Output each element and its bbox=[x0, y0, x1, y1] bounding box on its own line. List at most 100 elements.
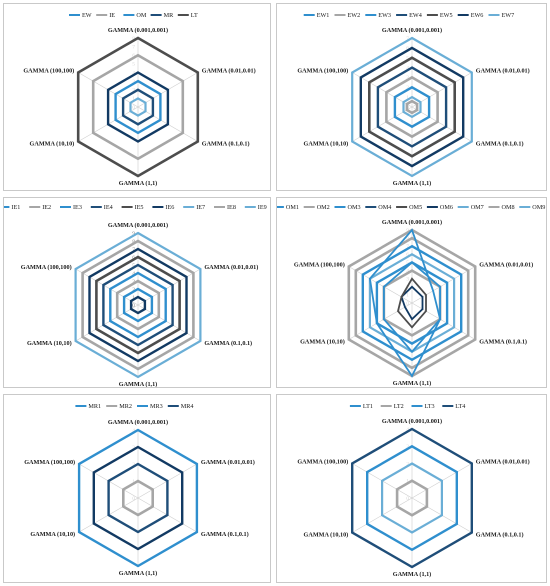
radar-axis-tick-label: 6 bbox=[406, 46, 409, 52]
radar-axis-tick-label: 4 bbox=[406, 65, 409, 71]
radar-category-label: GAMMA (0.001,0.001) bbox=[382, 27, 442, 34]
radar-category-label: GAMMA (0.1,0.1) bbox=[476, 141, 524, 148]
legend-item: EW5 bbox=[426, 12, 453, 19]
legend-item: EW6 bbox=[457, 12, 484, 19]
radar-category-label: GAMMA (0.001,0.001) bbox=[382, 418, 442, 425]
radar-category-label: GAMMA (0.1,0.1) bbox=[202, 141, 250, 148]
radar-category-label: GAMMA (0.01,0.01) bbox=[476, 459, 530, 466]
legend-label: IE9 bbox=[258, 204, 267, 211]
radar-axis-tick-label: 3 bbox=[132, 79, 135, 85]
radar-series-ring bbox=[102, 263, 174, 347]
legend-label: OM5 bbox=[409, 204, 422, 211]
legend-item: OM3 bbox=[334, 204, 361, 211]
radar-axis-tick-label: 5 bbox=[406, 56, 409, 62]
legend-label: OM2 bbox=[317, 204, 330, 211]
radar-axis-tick-label: 1 bbox=[132, 295, 135, 301]
legend-item: IE9 bbox=[244, 204, 267, 211]
radar-category-label: GAMMA (1,1) bbox=[119, 570, 158, 577]
radar-axis-tick-label: 0 bbox=[132, 303, 135, 309]
radar-series-ring bbox=[91, 53, 185, 161]
legend-label: MR1 bbox=[88, 403, 101, 410]
legend-label: OM9 bbox=[532, 204, 545, 211]
legend-label: IE3 bbox=[73, 204, 82, 211]
radar-series-ring bbox=[81, 239, 195, 371]
legend-item: IE1 bbox=[4, 204, 20, 211]
radar-category-label: GAMMA (10,10) bbox=[304, 532, 349, 539]
legend-item: IE2 bbox=[29, 204, 51, 211]
radar-axis-tick-label: 4 bbox=[132, 271, 135, 277]
radar-category-label: GAMMA (0.1,0.1) bbox=[476, 532, 524, 539]
radar-spoke bbox=[75, 304, 139, 342]
radar-series-shape bbox=[397, 277, 427, 329]
radar-series-ring bbox=[368, 56, 456, 158]
radar-category-label: GAMMA (0.01,0.01) bbox=[201, 459, 255, 466]
radar-series-ring bbox=[365, 444, 459, 552]
radar-category-label: GAMMA (0.001,0.001) bbox=[382, 219, 442, 226]
radar-series-ring bbox=[92, 445, 184, 551]
legend-label: EW2 bbox=[348, 12, 361, 19]
radar-series-ring bbox=[380, 462, 443, 534]
radar-axis-tick-label: 7 bbox=[406, 244, 409, 250]
radar-chart-panel-ew-detail: 7 6 5 4 3 2 1 0 GAMMA (0.001,0.001) GAMMA (0.01,0… bbox=[276, 3, 547, 191]
radar-series-ring bbox=[74, 231, 202, 379]
legend-item: EW4 bbox=[396, 12, 422, 19]
legend-label: EW bbox=[82, 12, 92, 19]
legend-label: MR3 bbox=[150, 403, 163, 410]
radar-chart-ew-group: 8 7 6 5 4 3 2 1 0 GAMMA (0.001,0.001) GAMMA (0.01,… bbox=[23, 12, 255, 187]
legend-label: OM6 bbox=[440, 204, 453, 211]
legend-label: EW6 bbox=[471, 12, 484, 19]
radar-spoke bbox=[75, 268, 139, 306]
radar-axis-tick-label: 2 bbox=[132, 88, 135, 94]
legend-item: MR4 bbox=[167, 403, 194, 410]
legend-item: EW2 bbox=[334, 12, 361, 19]
radar-axis-tick-label: 4 bbox=[132, 428, 135, 434]
radar-category-label: GAMMA (10,10) bbox=[304, 141, 349, 148]
radar-series-shape bbox=[368, 228, 442, 378]
radar-category-label: GAMMA (0.01,0.01) bbox=[479, 262, 533, 269]
radar-series-ring bbox=[354, 236, 470, 370]
legend-label: OM bbox=[136, 12, 146, 19]
legend-label: IE5 bbox=[135, 204, 144, 211]
radar-series-ring bbox=[361, 244, 463, 362]
radar-axis-tick-label: 1 bbox=[132, 479, 135, 485]
radar-axis-tick-label: 8 bbox=[132, 36, 135, 42]
radar-axis-tick-label: 6 bbox=[132, 255, 135, 261]
radar-series-ring bbox=[114, 79, 162, 135]
radar-axis-tick-label: 0 bbox=[406, 301, 409, 307]
legend-label: MR bbox=[164, 12, 175, 19]
radar-axis-tick-label: 6 bbox=[132, 53, 135, 59]
legend-item: IE8 bbox=[214, 204, 236, 211]
radar-series-ring bbox=[395, 479, 429, 517]
radar-series-ring bbox=[88, 247, 188, 363]
legend-label: EW1 bbox=[317, 12, 330, 19]
radar-chart-lt-detail: 4 3 2 1 0 GAMMA (0.001,0.001) GAMMA (0.01,0.01… bbox=[297, 403, 530, 578]
radar-series-ring bbox=[107, 462, 169, 534]
radar-axis-tick-label: 8 bbox=[406, 236, 409, 242]
legend-item: OM8 bbox=[488, 204, 515, 211]
radar-axis-tick-label: 6 bbox=[406, 252, 409, 258]
legend-label: OM1 bbox=[286, 204, 299, 211]
radar-category-label: GAMMA (0.001,0.001) bbox=[108, 27, 168, 34]
radar-chart-panel-ie-detail: 9 8 7 6 5 4 3 2 1 0 GAMMA (0.001,0.001) GAMMA (0.01… bbox=[3, 197, 271, 388]
radar-spoke bbox=[352, 72, 413, 108]
radar-axis-tick-label: 0 bbox=[132, 105, 135, 111]
radar-axis-tick-label: 0 bbox=[132, 496, 135, 502]
legend-item: MR2 bbox=[106, 403, 132, 410]
radar-axis-tick-label: 3 bbox=[406, 75, 409, 81]
legend-item: LT4 bbox=[442, 403, 465, 410]
legend-label: EW4 bbox=[409, 12, 422, 19]
radar-category-label: GAMMA (10,10) bbox=[300, 339, 345, 346]
radar-series-ring bbox=[376, 66, 448, 148]
radar-series-ring bbox=[385, 75, 439, 139]
legend-item: LT bbox=[177, 12, 198, 19]
radar-series-ring bbox=[393, 85, 431, 129]
legend-item: LT2 bbox=[380, 403, 404, 410]
radar-spoke bbox=[411, 72, 472, 108]
radar-chart-panel-lt-detail: 4 3 2 1 0 GAMMA (0.001,0.001) GAMMA (0.01,0.01… bbox=[276, 394, 547, 583]
radar-chart-ie-detail: 9 8 7 6 5 4 3 2 1 0 GAMMA (0.001,0.001) GAMMA (0.01… bbox=[4, 204, 267, 387]
legend-label: EW7 bbox=[502, 12, 515, 19]
legend-item: MR3 bbox=[137, 403, 163, 410]
legend-label: EW5 bbox=[440, 12, 453, 19]
radar-series-ring bbox=[129, 97, 147, 117]
